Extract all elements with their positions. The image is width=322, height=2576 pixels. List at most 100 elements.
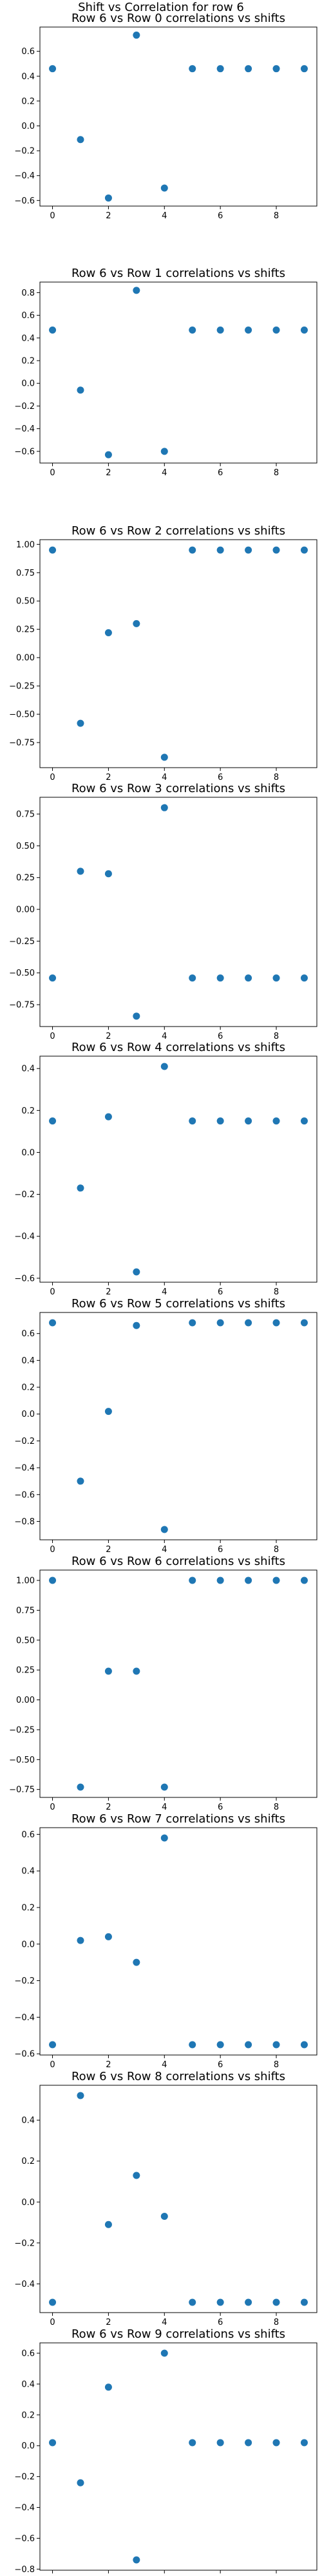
x-tick-label: 6 — [218, 468, 223, 478]
data-point — [49, 326, 57, 334]
subplot-title: Row 6 vs Row 8 correlations vs shifts — [71, 2070, 285, 2083]
y-tick-label: 0.2 — [21, 2157, 35, 2166]
data-point — [189, 2439, 196, 2447]
data-point — [77, 719, 84, 727]
subplot-7: Row 6 vs Row 7 correlations vs shifts 0 2 4… — [14, 1812, 317, 2070]
y-tick-label: 0.50 — [16, 597, 35, 607]
y-tick-label: 0.0 — [21, 2441, 35, 2451]
y-tick-label: 0.50 — [16, 1636, 35, 1645]
data-point — [245, 1577, 252, 1584]
plot-frame — [39, 1312, 317, 1540]
y-tick-label: −0.2 — [14, 2472, 35, 2482]
plot-frame — [39, 2342, 317, 2571]
x-tick-label: 0 — [50, 1032, 55, 1041]
data-point — [104, 451, 112, 459]
y-tick-label: −0.6 — [14, 1274, 35, 1283]
y-tick-label: 0.4 — [21, 1867, 35, 1877]
y-tick-label: −0.4 — [14, 2280, 35, 2289]
y-tick-label: 0.8 — [21, 289, 35, 298]
y-tick-label: 0.0 — [21, 1940, 35, 1949]
data-point — [160, 184, 168, 192]
y-tick-label: 0.4 — [21, 2380, 35, 2389]
x-tick-label: 2 — [106, 1287, 111, 1297]
y-tick-label: 0.2 — [21, 1106, 35, 1116]
subplot-0: Row 6 vs Row 0 correlations vs shifts 0 2 4… — [14, 12, 317, 221]
x-tick-label: 8 — [274, 1545, 279, 1555]
subplot-4: Row 6 vs Row 4 correlations vs shifts 0 2 4… — [14, 1041, 317, 1297]
data-point — [77, 2479, 84, 2486]
data-point — [300, 1577, 308, 1584]
x-tick-label: 6 — [218, 773, 223, 782]
x-tick-label: 0 — [50, 1287, 55, 1297]
y-tick-label: 0.0 — [21, 379, 35, 389]
data-point — [49, 2439, 57, 2447]
y-tick-label: 0.2 — [21, 2410, 35, 2420]
subplot-title: Row 6 vs Row 2 correlations vs shifts — [71, 524, 285, 538]
x-tick-label: 2 — [106, 1803, 111, 1812]
x-tick-label: 8 — [274, 1803, 279, 1812]
data-point — [49, 974, 57, 982]
y-tick-label: 0.75 — [16, 810, 35, 820]
x-tick-label: 2 — [106, 2060, 111, 2070]
x-tick-label: 0 — [50, 1803, 55, 1812]
y-tick-label: 0.25 — [16, 1666, 35, 1676]
data-point — [160, 1834, 168, 1842]
data-point — [272, 1117, 280, 1125]
y-tick-label: −0.6 — [14, 196, 35, 206]
data-point — [133, 1268, 140, 1276]
plot-frame — [39, 2085, 317, 2313]
plot-frame — [39, 1827, 317, 2056]
data-point — [104, 1667, 112, 1675]
data-point — [216, 326, 224, 334]
x-tick-label: 2 — [106, 773, 111, 782]
y-tick-label: −0.50 — [9, 710, 35, 720]
data-point — [133, 287, 140, 294]
y-tick-label: −0.4 — [14, 1464, 35, 1473]
subplot-8: Row 6 vs Row 8 correlations vs shifts 0 2 4… — [14, 2070, 317, 2327]
y-tick-label: 0.2 — [21, 97, 35, 106]
data-point — [272, 2439, 280, 2447]
data-point — [300, 974, 308, 982]
y-tick-label: −0.6 — [14, 2050, 35, 2060]
subplot-title: Row 6 vs Row 3 correlations vs shifts — [71, 782, 285, 795]
data-point — [272, 2041, 280, 2049]
data-point — [189, 326, 196, 334]
y-tick-label: −0.25 — [9, 682, 35, 692]
data-point — [133, 1012, 140, 1020]
data-point — [77, 2092, 84, 2099]
x-tick-label: 8 — [274, 2318, 279, 2327]
data-point — [104, 1408, 112, 1416]
data-point — [272, 65, 280, 73]
y-tick-label: 1.00 — [16, 540, 35, 550]
data-point — [160, 753, 168, 761]
x-tick-label: 8 — [274, 2060, 279, 2070]
data-point — [245, 546, 252, 554]
x-tick-label: 4 — [162, 2060, 167, 2070]
subplot-title: Row 6 vs Row 9 correlations vs shifts — [71, 2327, 285, 2341]
data-point — [216, 2298, 224, 2306]
x-tick-label: 6 — [218, 1545, 223, 1555]
data-point — [245, 65, 252, 73]
y-tick-label: −0.8 — [14, 2565, 35, 2575]
x-tick-label: 4 — [162, 2318, 167, 2327]
data-point — [77, 1937, 84, 1944]
subplot-title: Row 6 vs Row 1 correlations vs shifts — [71, 267, 285, 280]
data-point — [160, 1783, 168, 1791]
y-tick-label: −0.6 — [14, 2534, 35, 2544]
data-point — [300, 546, 308, 554]
data-point — [189, 1319, 196, 1327]
y-tick-label: 0.0 — [21, 1148, 35, 1158]
subplot-1: Row 6 vs Row 1 correlations vs shifts 0 2 4… — [14, 267, 317, 478]
x-tick-label: 6 — [218, 1803, 223, 1812]
y-tick-label: −0.6 — [14, 447, 35, 457]
data-point — [49, 2298, 57, 2306]
data-point — [272, 326, 280, 334]
data-point — [300, 326, 308, 334]
x-tick-label: 6 — [218, 2060, 223, 2070]
data-point — [77, 136, 84, 144]
data-point — [189, 2298, 196, 2306]
data-point — [104, 2221, 112, 2228]
y-tick-label: −0.75 — [9, 1001, 35, 1010]
y-tick-label: −0.25 — [9, 937, 35, 947]
y-tick-label: 0.6 — [21, 2349, 35, 2359]
